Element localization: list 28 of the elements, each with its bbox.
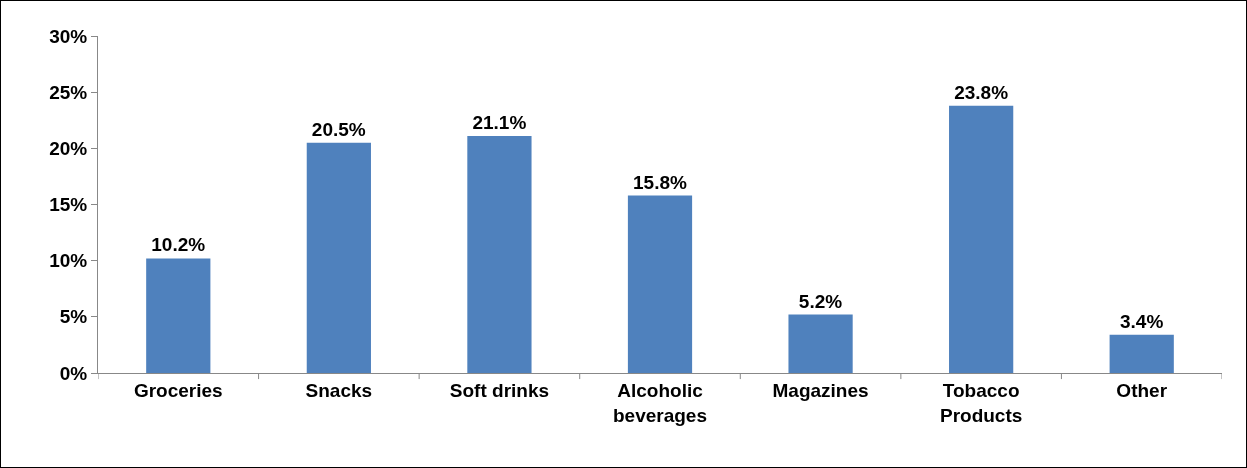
data-label: 21.1% [472, 111, 527, 133]
bar [1109, 334, 1174, 373]
bar [306, 142, 371, 373]
y-tick-label: 30% [49, 25, 88, 47]
x-tick-label: Soft drinks [449, 379, 550, 401]
bar [467, 135, 532, 373]
y-tick-label: 20% [49, 137, 88, 159]
data-label: 5.2% [798, 290, 843, 312]
y-tick-label: 5% [59, 306, 88, 328]
data-label: 10.2% [151, 234, 206, 256]
x-tick-label: Other [1116, 379, 1168, 401]
x-tick-label: Groceries [133, 379, 223, 401]
x-tick-label: Tobacco Products [939, 379, 1023, 426]
x-tick-label: Magazines [772, 379, 869, 401]
bar [627, 195, 693, 373]
y-tick-label: 10% [49, 250, 88, 272]
data-label: 20.5% [311, 118, 366, 140]
y-tick-label: 0% [59, 362, 88, 384]
bar [788, 314, 853, 373]
bar [949, 105, 1014, 373]
x-tick-label: Alcoholic beverages [612, 379, 708, 426]
data-label: 23.8% [954, 81, 1009, 103]
bar [146, 258, 211, 373]
y-tick-label: 25% [49, 81, 88, 103]
y-tick-label: 15% [49, 194, 88, 216]
data-label: 3.4% [1120, 310, 1164, 332]
x-tick-label: Snacks [305, 379, 373, 401]
data-label: 15.8% [633, 171, 687, 193]
